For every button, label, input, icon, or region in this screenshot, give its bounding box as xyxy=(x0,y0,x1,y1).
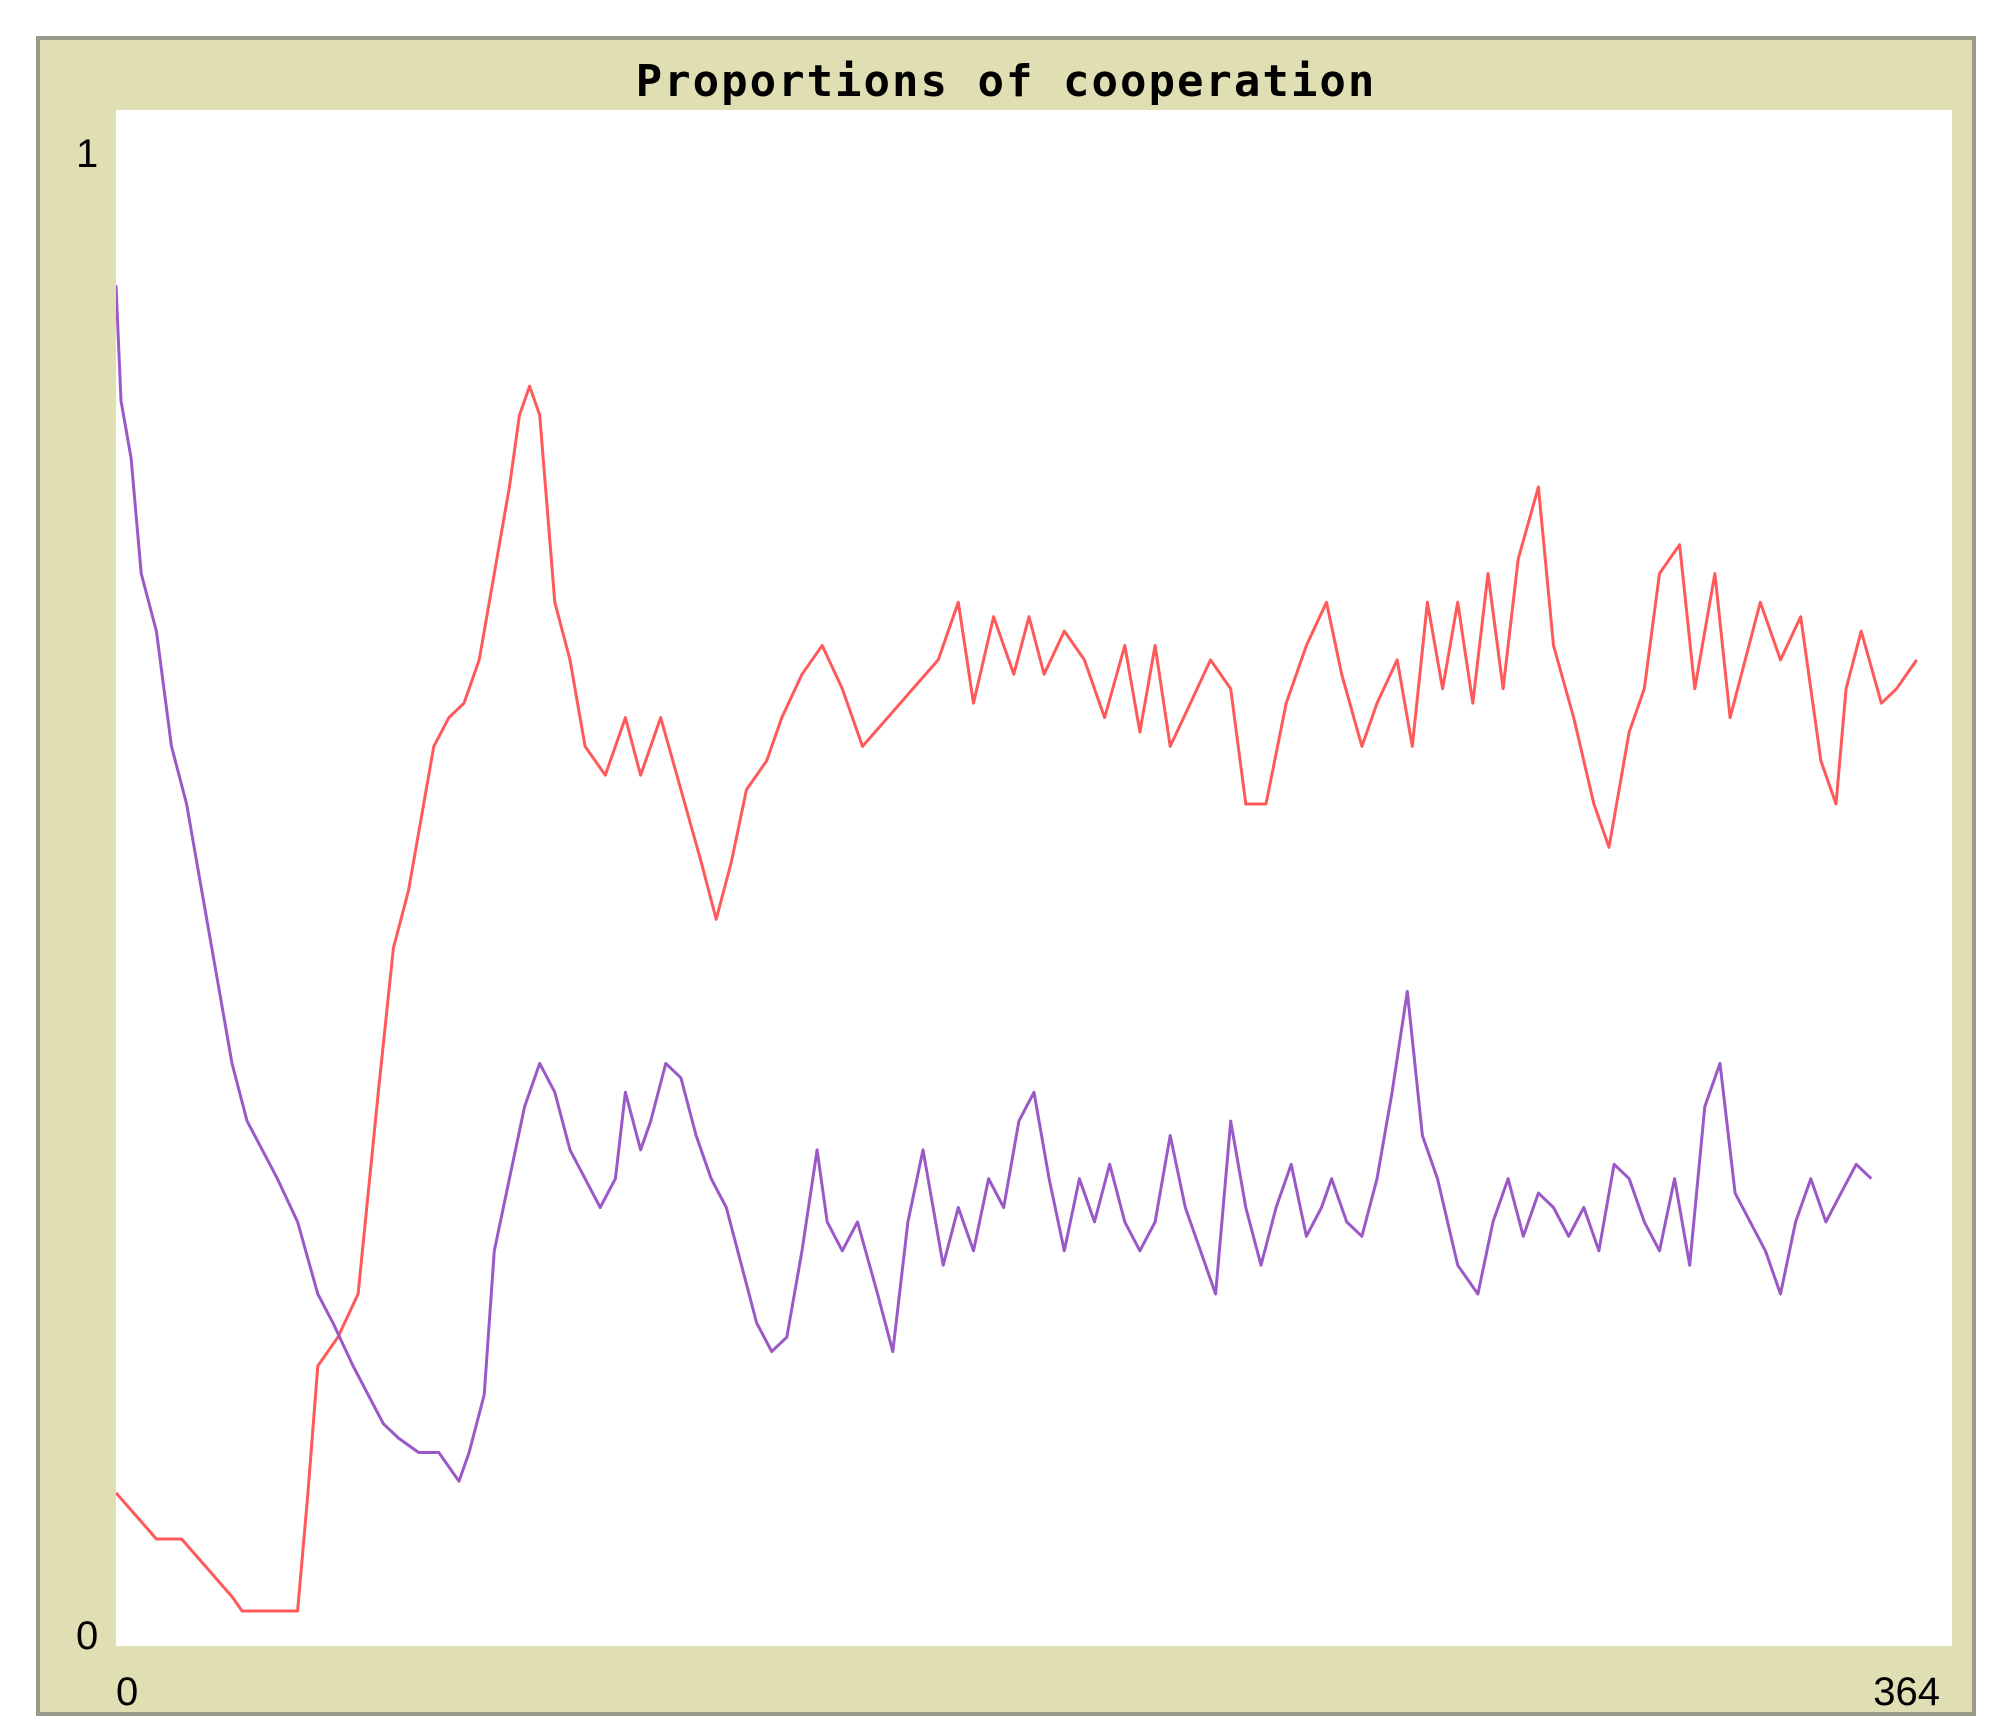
y-tick-label-min: 0 xyxy=(76,1614,99,1658)
plot-area xyxy=(116,110,1952,1646)
chart-title: Proportions of cooperation xyxy=(635,56,1377,107)
x-tick-label-max: 364 xyxy=(1873,1670,1940,1714)
series-line-1 xyxy=(116,384,1918,1613)
x-tick-label-min: 0 xyxy=(116,1670,139,1714)
chart-svg xyxy=(116,285,1918,1613)
y-tick-label-max: 1 xyxy=(76,132,99,176)
plot-frame: Proportions of cooperation 1 0 0 364 xyxy=(36,36,1976,1716)
series-line-2 xyxy=(116,285,1873,1483)
